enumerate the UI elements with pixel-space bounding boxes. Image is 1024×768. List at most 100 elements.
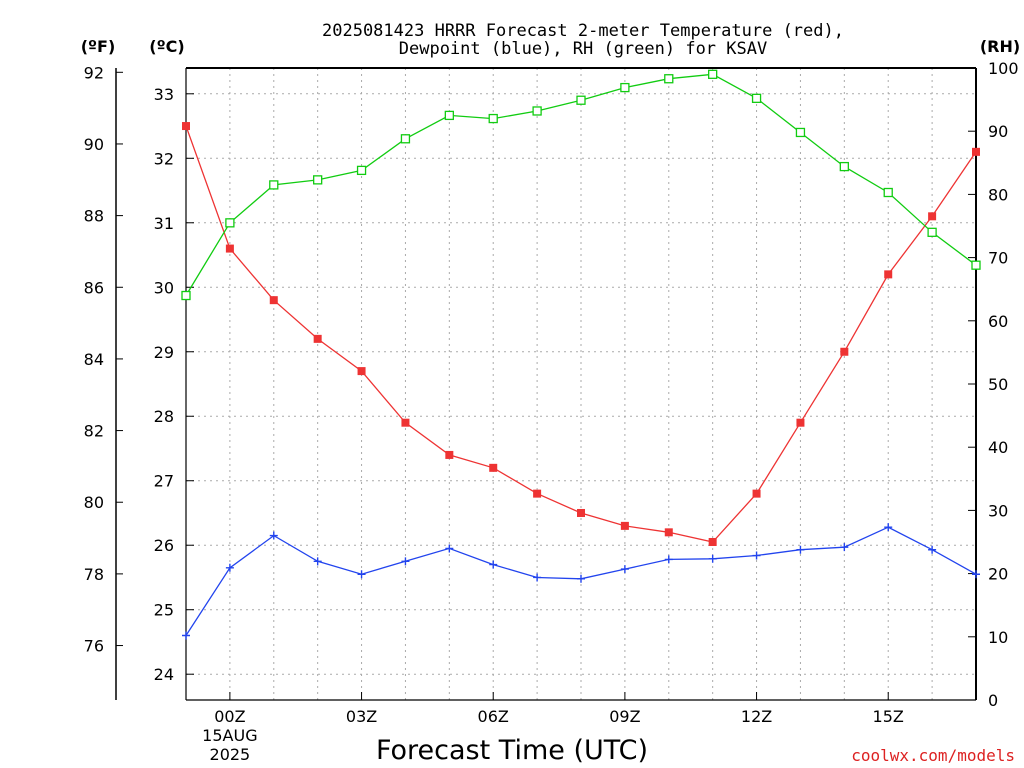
dewpoint-point	[928, 545, 937, 554]
temperature-point	[972, 147, 980, 156]
dewpoint-point	[269, 531, 278, 540]
x-tick-label: 00Z	[214, 707, 245, 726]
rh-unit-label: (RH)	[980, 37, 1020, 56]
temperature-point	[928, 212, 937, 221]
rh-point	[795, 127, 806, 138]
rh-point	[225, 218, 235, 228]
rh-point	[620, 82, 630, 93]
dewpoint-point	[708, 554, 717, 563]
dewpoint-point	[620, 565, 629, 574]
x-tick-label: 03Z	[346, 707, 377, 726]
rh-point	[400, 134, 411, 144]
rh-tick-label: 20	[988, 565, 1008, 584]
temperature-point	[357, 367, 366, 376]
celsius-tick-label: 29	[154, 343, 174, 362]
rh-point	[576, 95, 586, 105]
rh-tick-label: 60	[988, 312, 1008, 331]
axes: 24 25 26 27 28 29 30 31 32 33 76 78 80 82 84 86 88 90 92 0 1…	[84, 59, 1019, 764]
x-tick-label: 06Z	[478, 707, 509, 726]
celsius-tick-label: 28	[154, 407, 174, 426]
rh-point	[883, 187, 893, 198]
temperature-point	[620, 521, 629, 530]
temperature-point	[752, 489, 761, 498]
rh-line	[185, 73, 977, 296]
gridlines	[186, 68, 976, 700]
rh-point	[839, 161, 849, 172]
temperature-point	[708, 538, 717, 546]
celsius-tick-label: 31	[154, 214, 174, 233]
fahrenheit-tick-label: 86	[84, 278, 104, 297]
fahrenheit-unit-label: (ºF)	[81, 37, 116, 56]
rh-tick-label: 90	[988, 122, 1008, 141]
temperature-point	[445, 450, 454, 459]
celsius-tick-label: 32	[154, 149, 174, 168]
fahrenheit-tick-label: 84	[84, 350, 104, 369]
rh-tick-label: 40	[988, 438, 1008, 457]
rh-point	[181, 290, 191, 301]
x-tick-label: 12Z	[741, 707, 772, 726]
fahrenheit-tick-label: 90	[84, 135, 104, 154]
rh-point	[488, 113, 498, 124]
dewpoint-point	[840, 543, 849, 552]
celsius-tick-label: 24	[154, 665, 174, 684]
fahrenheit-tick-label: 80	[84, 493, 104, 512]
dewpoint-point	[445, 544, 454, 553]
temperature-point	[401, 418, 410, 427]
temperature-point	[884, 270, 893, 279]
rh-tick-label: 80	[988, 185, 1008, 204]
temperature-point	[577, 508, 585, 517]
temperature-point	[664, 528, 673, 537]
dewpoint-point	[972, 570, 980, 579]
fahrenheit-tick-label: 78	[84, 565, 104, 584]
dewpoint-point	[182, 631, 190, 640]
dewpoint-point	[577, 574, 585, 583]
rh-point	[444, 110, 454, 121]
dewpoint-point	[752, 551, 761, 560]
temperature-point	[269, 296, 278, 305]
data-series	[181, 69, 981, 640]
fahrenheit-tick-label: 88	[84, 207, 104, 226]
temperature-point	[225, 244, 234, 253]
x-axis-label: Forecast Time (UTC)	[376, 735, 648, 766]
dewpoint-point	[664, 555, 673, 564]
chart-title-line2: Dewpoint (blue), RH (green) for KSAV	[399, 39, 767, 59]
rh-point	[708, 69, 718, 79]
fahrenheit-tick-label: 92	[84, 63, 104, 82]
rh-point	[664, 74, 674, 84]
x-tick-year-label: 2025	[210, 745, 251, 764]
temperature-point	[182, 122, 190, 131]
celsius-unit-label: (ºC)	[149, 37, 184, 56]
rh-point	[269, 180, 279, 190]
temperature-point	[489, 463, 498, 472]
rh-tick-label: 10	[988, 628, 1008, 647]
rh-tick-label: 50	[988, 375, 1008, 394]
watermark: coolwx.com/models	[851, 746, 1015, 765]
rh-tick-label: 0	[988, 691, 998, 710]
x-tick-label: 15Z	[873, 707, 904, 726]
x-tick-label: 09Z	[609, 707, 640, 726]
dewpoint-point	[533, 573, 542, 582]
celsius-tick-label: 27	[154, 472, 174, 491]
rh-point	[313, 175, 323, 185]
dewpoint-point	[401, 557, 410, 566]
rh-tick-label: 30	[988, 501, 1008, 520]
dewpoint-point	[313, 557, 322, 566]
temperature-point	[840, 347, 849, 356]
x-tick-date-label: 15AUG	[202, 726, 257, 745]
fahrenheit-tick-label: 76	[84, 637, 104, 656]
temperature-point	[313, 334, 322, 343]
fahrenheit-tick-label: 82	[84, 422, 104, 441]
celsius-tick-label: 30	[154, 278, 174, 297]
rh-point	[971, 260, 981, 270]
rh-tick-label: 70	[988, 249, 1008, 268]
temperature-point	[533, 489, 542, 498]
rh-point	[927, 227, 937, 237]
rh-point	[532, 106, 542, 116]
temperature-point	[796, 418, 805, 427]
celsius-tick-label: 33	[154, 85, 174, 104]
celsius-tick-label: 25	[154, 601, 174, 620]
rh-point	[751, 93, 762, 103]
dewpoint-point	[796, 545, 805, 554]
celsius-tick-label: 26	[154, 536, 174, 555]
